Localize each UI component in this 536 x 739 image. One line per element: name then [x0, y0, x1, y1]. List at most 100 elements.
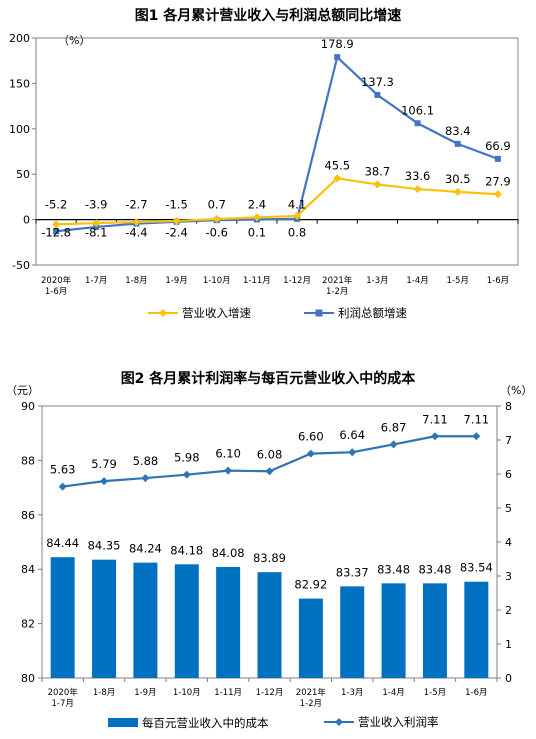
chart-1-plot-border	[35, 37, 519, 266]
chart-2-line-label-3: 5.98	[174, 451, 200, 465]
chart-1-series-0-point-6	[293, 211, 302, 220]
legend-2-label-cost: 每百元营业收入中的成本	[142, 716, 269, 730]
chart-2-y-left-tick-label-2: 84	[21, 563, 35, 576]
chart-1-series-0-point-4	[212, 214, 221, 223]
chart-2-bar-label-0: 84.44	[46, 536, 79, 550]
chart-1-series-1-point-9	[414, 120, 421, 127]
chart-1-series-1-point-10	[454, 140, 461, 147]
chart-2-line-point-9	[430, 432, 439, 441]
chart-1-series-1-label-4: -0.6	[206, 226, 228, 240]
chart-2-line-label-8: 6.87	[381, 420, 407, 434]
chart-2-x-tick-label-4: 1-11月	[214, 688, 242, 698]
chart-2-line-point-10	[472, 432, 481, 441]
chart-1-series-0-point-3	[172, 216, 181, 225]
chart-2-x-tick-label-5: 1-12月	[256, 688, 284, 698]
chart-2-x-tick-label-0-line-0: 2020年	[48, 687, 79, 698]
chart-2-bar-label-7: 83.37	[336, 565, 369, 579]
chart-2-bar-label-9: 83.48	[418, 562, 451, 576]
chart-2-line-point-2	[141, 474, 150, 483]
chart-1-x-tick-label-3: 1-9月	[165, 276, 187, 286]
chart-1-series-0-point-9	[413, 185, 422, 194]
chart-2-x-tick-label-8: 1-4月	[382, 688, 404, 698]
chart-1-series-0-label-10: 30.5	[445, 172, 471, 186]
chart-2-line-point-8	[389, 440, 398, 449]
chart-1-series-1-label-0: -12.8	[41, 226, 71, 240]
chart-2-title: 图2 各月累计利润率与每百元营业收入中的成本	[121, 370, 417, 387]
chart-1-title: 图1 各月累计营业收入与利润总额同比增速	[135, 7, 402, 24]
chart-2-y-left-tick-label-3: 86	[21, 509, 35, 522]
legend-1-label-revenue: 营业收入增速	[182, 306, 251, 320]
chart-1-series-0-label-11: 27.9	[485, 174, 511, 188]
chart-1-y-tick-label-5: 200	[9, 32, 30, 45]
chart-1-legend: 营业收入增速 利润总额增速	[148, 306, 407, 320]
chart-2-bar-8	[381, 583, 406, 678]
chart-2-y-right-tick-label-7: 7	[505, 434, 512, 447]
chart-2: 图2 各月累计利润率与每百元营业收入中的成本 （元） （%） 808284868…	[6, 370, 532, 730]
chart-1-series-0-point-8	[373, 180, 382, 189]
chart-2-axes: 80 82 84 86 88 90 0 1 2 3 4 5 6 7 8	[21, 400, 512, 685]
chart-1-x-tick-label-11: 1-6月	[487, 276, 509, 286]
chart-1-series-0-point-2	[132, 218, 141, 227]
chart-1-series-1-point-7	[334, 54, 341, 61]
chart-2-bar-7	[340, 586, 365, 678]
chart-2-bar-label-10: 83.54	[460, 561, 493, 575]
chart-2-line: 5.63 5.79 5.88 5.98 6.10 6.08 6.60 6.64 6.87 7.11…	[50, 412, 489, 491]
chart-2-line-point-0	[58, 482, 67, 491]
chart-1-series-0-label-2: -2.7	[125, 198, 147, 212]
chart-2-line-label-6: 6.60	[298, 430, 324, 444]
chart-1-x-tick-label-7-line-1: 1-2月	[326, 287, 348, 297]
chart-2-bar-label-1: 84.35	[88, 539, 121, 553]
chart-2-y-right-tick-label-1: 1	[505, 638, 512, 651]
chart-2-bar-label-2: 84.24	[129, 542, 162, 556]
chart-1-series-0-label-7: 45.5	[324, 158, 350, 172]
chart-2-line-point-4	[224, 466, 233, 475]
chart-2-y-right-tick-label-8: 8	[505, 400, 512, 413]
chart-1-series-0-point-10	[453, 187, 462, 196]
chart-1-x-tick-label-4: 1-10月	[203, 276, 231, 286]
chart-2-bar-9	[422, 583, 447, 678]
chart-2-left-unit-label: （元）	[6, 384, 39, 397]
chart-2-y-left-tick-label-4: 88	[21, 454, 35, 467]
chart-1-x-tick-label-7-line-0: 2021年	[322, 275, 353, 286]
chart-1-series-0-label-3: -1.5	[165, 198, 187, 212]
chart-2-x-tick-label-1: 1-8月	[93, 688, 115, 698]
chart-2-y-right-tick-label-0: 0	[505, 672, 512, 685]
chart-1-series-0-label-0: -5.2	[45, 198, 67, 212]
chart-1-series-0-point-5	[252, 213, 261, 222]
chart-2-y-left-tick-label-5: 90	[21, 400, 35, 413]
legend-2-label-margin: 营业收入利润率	[358, 715, 439, 729]
chart-2-legend: 每百元营业收入中的成本 营业收入利润率	[108, 715, 439, 730]
chart-2-bar-label-4: 84.08	[212, 546, 245, 560]
chart-1-series-1-label-5: 0.1	[248, 226, 266, 240]
chart-2-line-label-1: 5.79	[91, 457, 117, 471]
chart-1-x-tick-label-10: 1-5月	[447, 276, 469, 286]
chart-2-bar-10	[464, 581, 489, 678]
chart-1-series-1-label-11: 66.9	[485, 139, 511, 153]
chart-1-series-1-point-11	[494, 155, 501, 162]
chart-2-y-right-tick-label-6: 6	[505, 468, 512, 481]
chart-1-x-tick-label-5: 1-11月	[243, 276, 271, 286]
chart-2-x-tick-label-6-line-0: 2021年	[296, 687, 327, 698]
chart-2-y-right-tick-label-2: 2	[505, 604, 512, 617]
chart-1-y-tick-label-0: -50	[12, 259, 30, 272]
chart-1-y-tick-label-1: 0	[23, 214, 30, 227]
chart-2-line-point-5	[265, 467, 274, 476]
chart-2-y-right-tick-label-3: 3	[505, 570, 512, 583]
chart-2-x-tick-label-3: 1-10月	[173, 688, 201, 698]
chart-2-bars: 84.44 84.35 84.24 84.18 84.08 83.89 82.92 83.37…	[46, 536, 493, 678]
chart-1-series-0-point-7	[333, 174, 342, 183]
legend-1-marker-revenue	[159, 309, 167, 317]
chart-1-series-0-label-1: -3.9	[85, 198, 107, 212]
chart-1-series-1-point-0	[53, 228, 60, 235]
chart-1-series-1-label-1: -8.1	[85, 226, 107, 240]
chart-1-series: -5.2 -3.9 -2.7 -1.5 0.7 2.4 4.1 45.5 38.7 33.6 30.…	[41, 37, 511, 239]
chart-2-x-tick-label-2: 1-9月	[134, 688, 156, 698]
chart-2-bar-1	[92, 559, 117, 678]
chart-1-unit-label: （%）	[58, 34, 90, 47]
chart-1-series-0-point-1	[92, 219, 101, 228]
chart-1-series-1-label-7: 178.9	[321, 37, 354, 51]
legend-2-marker-margin	[335, 718, 343, 726]
chart-1-x-tick-label-2: 1-8月	[125, 276, 147, 286]
chart-1-series-0-label-6: 4.1	[288, 198, 306, 212]
